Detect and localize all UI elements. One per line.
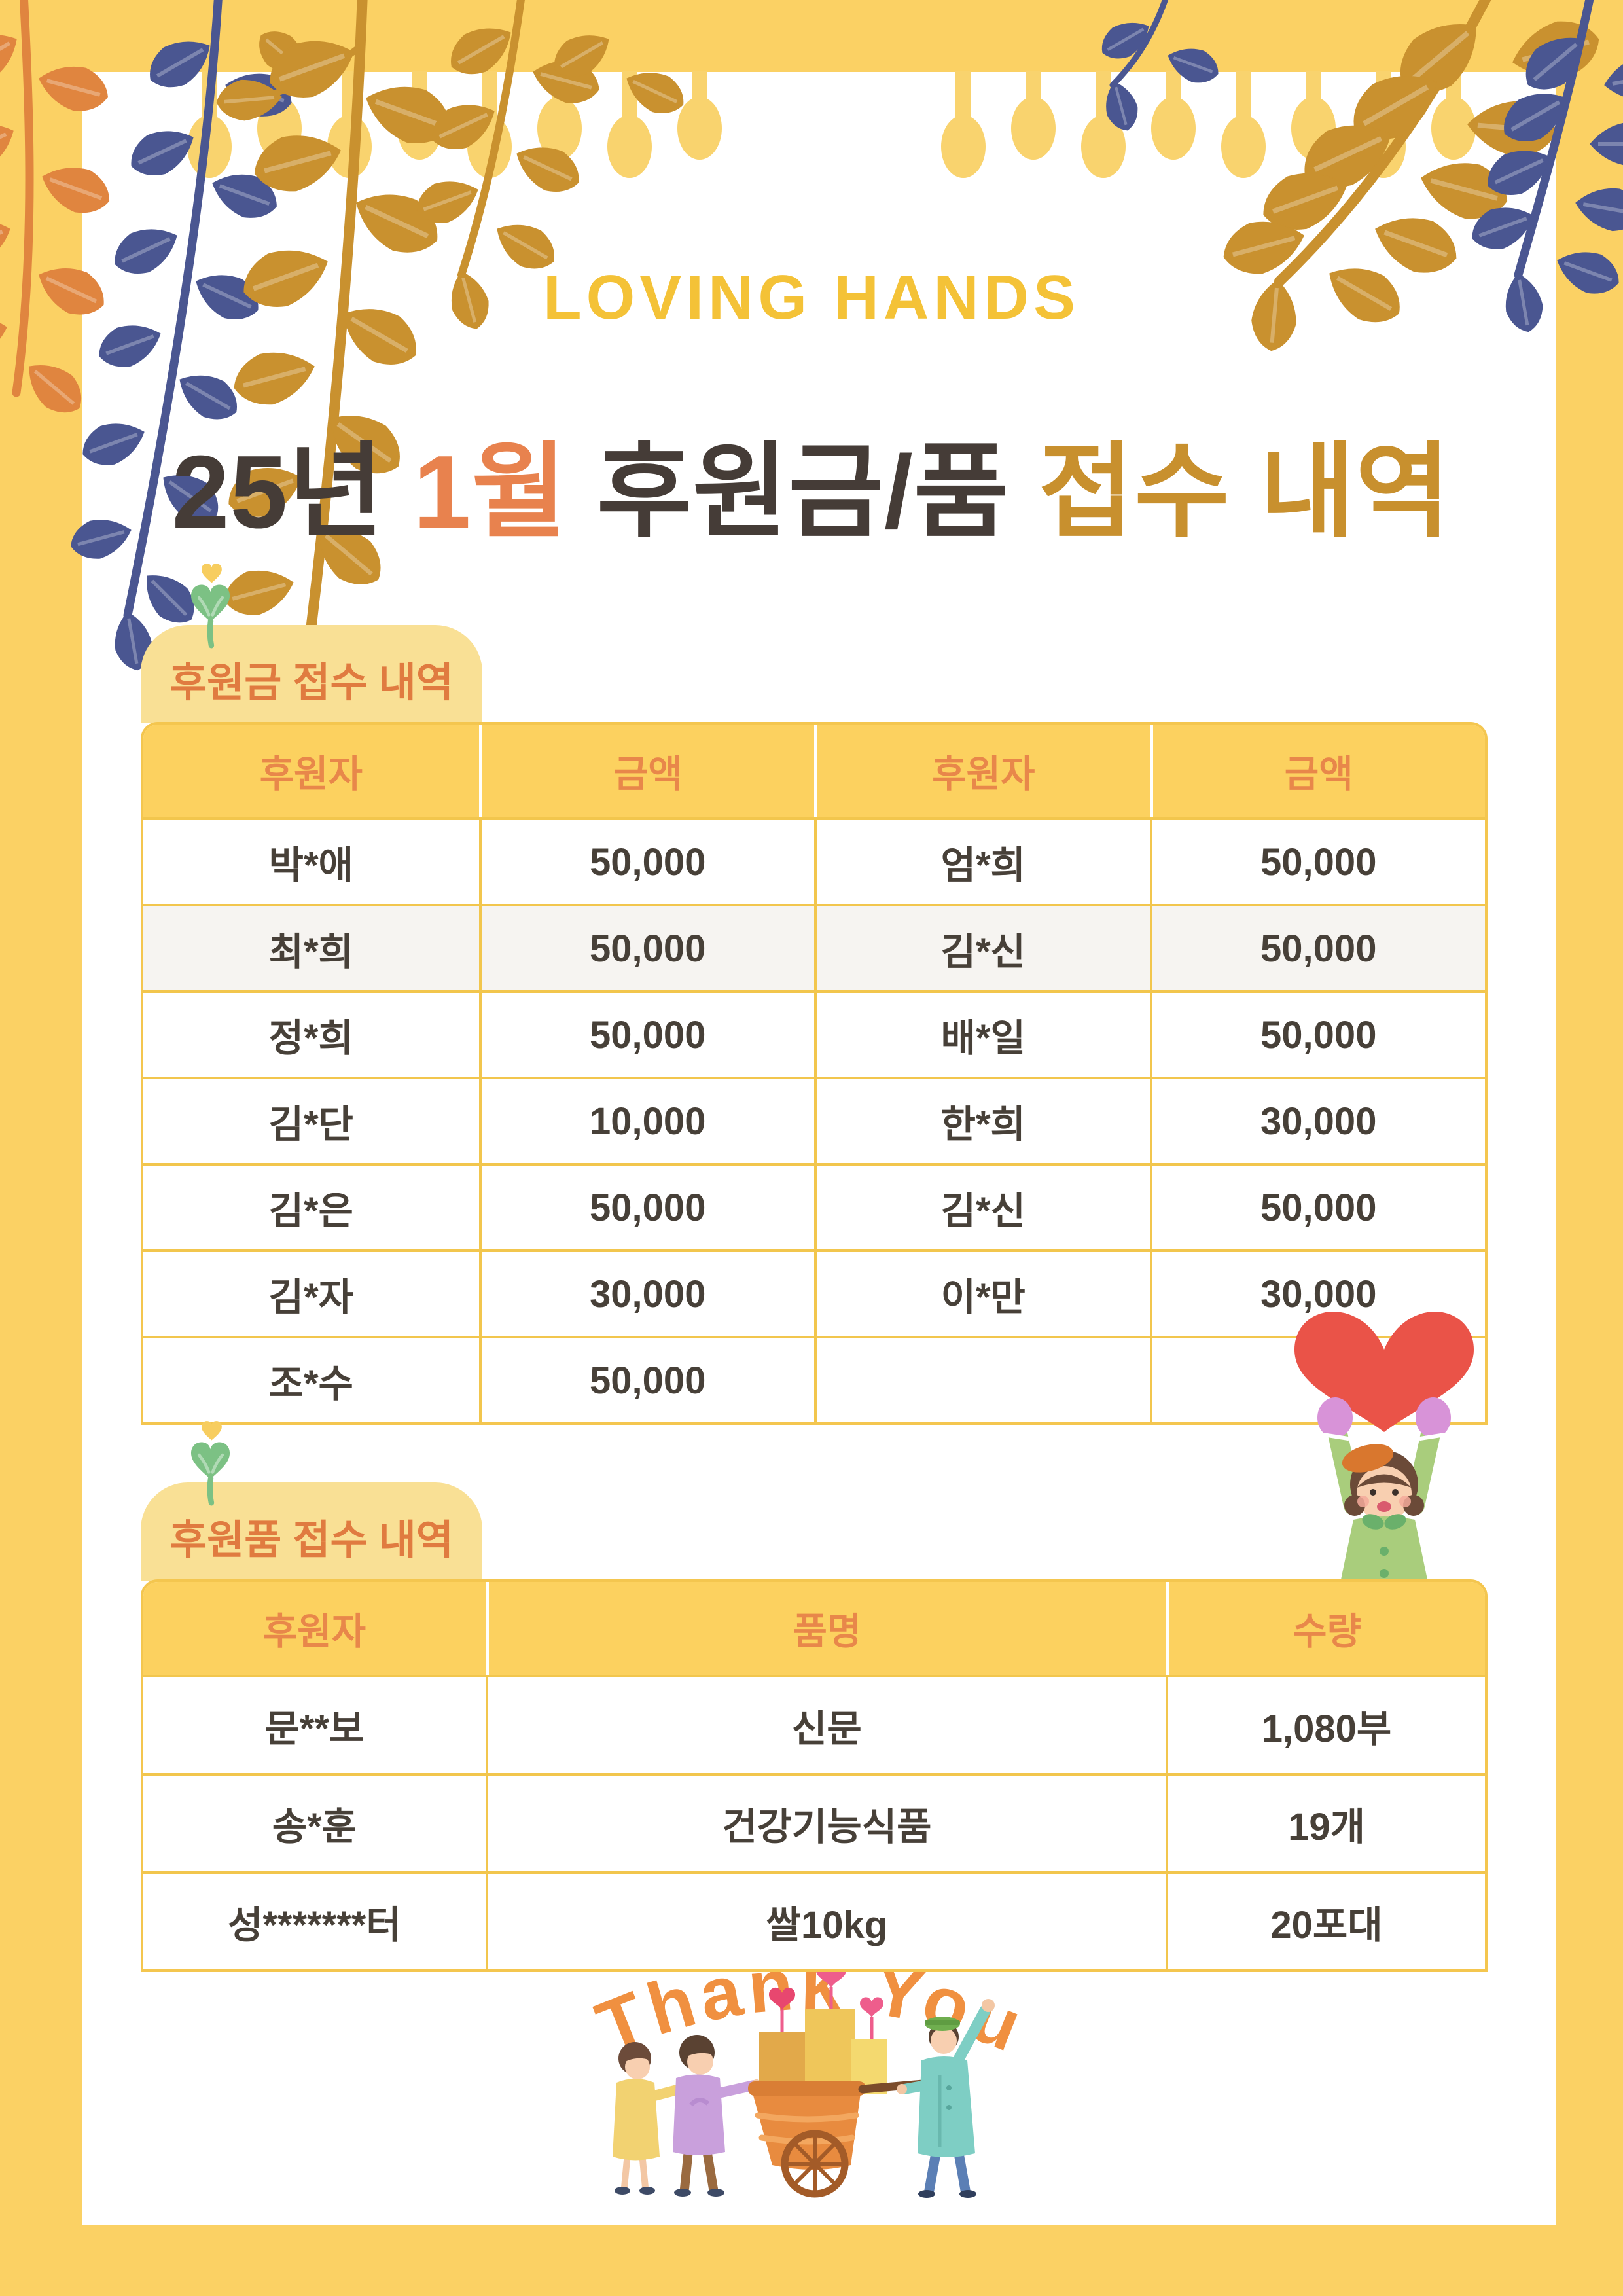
girl-holding-heart-illustration <box>1294 1312 1474 1590</box>
table-header-row: 후원자 금액 후원자 금액 <box>143 725 1485 817</box>
brand-title: LOVING HANDS <box>543 262 1080 332</box>
amount-cell: 50,000 <box>478 817 814 904</box>
table-row: 김*단 10,000 한*희 30,000 <box>143 1077 1485 1163</box>
section-goods-title: 후원품 접수 내역 <box>169 1518 454 1563</box>
donor-cell: 김*신 <box>814 1163 1150 1249</box>
table-row: 박*애 50,000 엄*희 50,000 <box>143 817 1485 904</box>
amount-cell: 50,000 <box>478 904 814 990</box>
beret-icon <box>1342 1444 1394 1473</box>
table-row: 조*수 50,000 <box>143 1336 1485 1422</box>
donor-cell: 배*일 <box>814 990 1150 1077</box>
item-cell: 신문 <box>485 1675 1166 1773</box>
donor-cell <box>814 1336 1150 1422</box>
donor-cell: 문**보 <box>143 1675 486 1773</box>
amount-cell: 50,000 <box>1149 990 1485 1077</box>
column-header-amount: 금액 <box>478 725 814 817</box>
donor-cell: 김*신 <box>814 904 1150 990</box>
table-row: 정*희 50,000 배*일 50,000 <box>143 990 1485 1077</box>
page-title: 25년 1월 후원금/품 접수 내역 <box>0 434 1623 550</box>
title-segment: 접수 내역 <box>1039 434 1452 550</box>
donor-cell: 정*희 <box>143 990 479 1077</box>
table-row: 문**보 신문 1,080부 <box>143 1675 1485 1773</box>
donor-cell: 엄*희 <box>814 817 1150 904</box>
amount-cell: 50,000 <box>1149 817 1485 904</box>
section-money-tab: 후원금 접수 내역 <box>141 564 482 723</box>
amount-cell: 50,000 <box>478 990 814 1077</box>
table-row: 송*훈 건강기능식품 19개 <box>143 1773 1485 1871</box>
table-row: 김*자 30,000 이*만 30,000 <box>143 1249 1485 1336</box>
gift-cart <box>748 1962 927 2198</box>
mitten-icons <box>1317 1397 1451 1441</box>
donor-cell: 송*훈 <box>143 1773 486 1871</box>
quantity-cell: 1,080부 <box>1166 1675 1485 1773</box>
donation-money-table: 후원자 금액 후원자 금액 박*애 50,000 엄*희 50,000 최*희 … <box>141 722 1488 1425</box>
table-row: 김*은 50,000 김*신 50,000 <box>143 1163 1485 1249</box>
donor-cell: 김*단 <box>143 1077 479 1163</box>
column-header-amount: 금액 <box>1149 725 1485 817</box>
donor-cell: 조*수 <box>143 1336 479 1422</box>
donation-goods-table: 후원자 품명 수량 문**보 신문 1,080부 송*훈 건강기능식품 19개 <box>141 1579 1488 1972</box>
donor-cell: 최*희 <box>143 904 479 990</box>
donor-cell: 이*만 <box>814 1249 1150 1336</box>
title-segment: 후원금/품 <box>567 434 1039 550</box>
column-header-item: 품명 <box>485 1582 1166 1675</box>
donor-cell: 성*******터 <box>143 1871 486 1969</box>
cart-wheel-icon <box>781 2130 849 2198</box>
donor-cell: 한*희 <box>814 1077 1150 1163</box>
donor-cell: 김*은 <box>143 1163 479 1249</box>
donor-cell: 박*애 <box>143 817 479 904</box>
section-goods-tab: 후원품 접수 내역 <box>141 1421 482 1581</box>
item-cell: 건강기능식품 <box>485 1773 1166 1871</box>
title-segment: 25년 <box>171 434 414 550</box>
sprout-icon <box>191 564 230 649</box>
table-row: 최*희 50,000 김*신 50,000 <box>143 904 1485 990</box>
amount-cell: 50,000 <box>1149 904 1485 990</box>
waving-man <box>897 1999 995 2198</box>
amount-cell: 50,000 <box>478 1163 814 1249</box>
amount-cell: 50,000 <box>478 1336 814 1422</box>
pushing-woman <box>613 2042 692 2195</box>
quantity-cell: 19개 <box>1166 1773 1485 1871</box>
column-header-donor: 후원자 <box>814 725 1150 817</box>
column-header-donor: 후원자 <box>143 1582 486 1675</box>
pushing-person <box>673 2035 762 2197</box>
table-row: 성*******터 쌀10kg 20포대 <box>143 1871 1485 1969</box>
table-header-row: 후원자 품명 수량 <box>143 1582 1485 1675</box>
donor-cell: 김*자 <box>143 1249 479 1336</box>
item-cell: 쌀10kg <box>485 1871 1166 1969</box>
amount-cell: 10,000 <box>478 1077 814 1163</box>
amount-cell: 50,000 <box>1149 1163 1485 1249</box>
column-header-donor: 후원자 <box>143 725 479 817</box>
title-segment: 1월 <box>413 434 567 550</box>
column-header-quantity: 수량 <box>1166 1582 1485 1675</box>
amount-cell: 30,000 <box>478 1249 814 1336</box>
sprout-icon <box>191 1421 230 1506</box>
amount-cell: 30,000 <box>1149 1077 1485 1163</box>
quantity-cell: 20포대 <box>1166 1871 1485 1969</box>
